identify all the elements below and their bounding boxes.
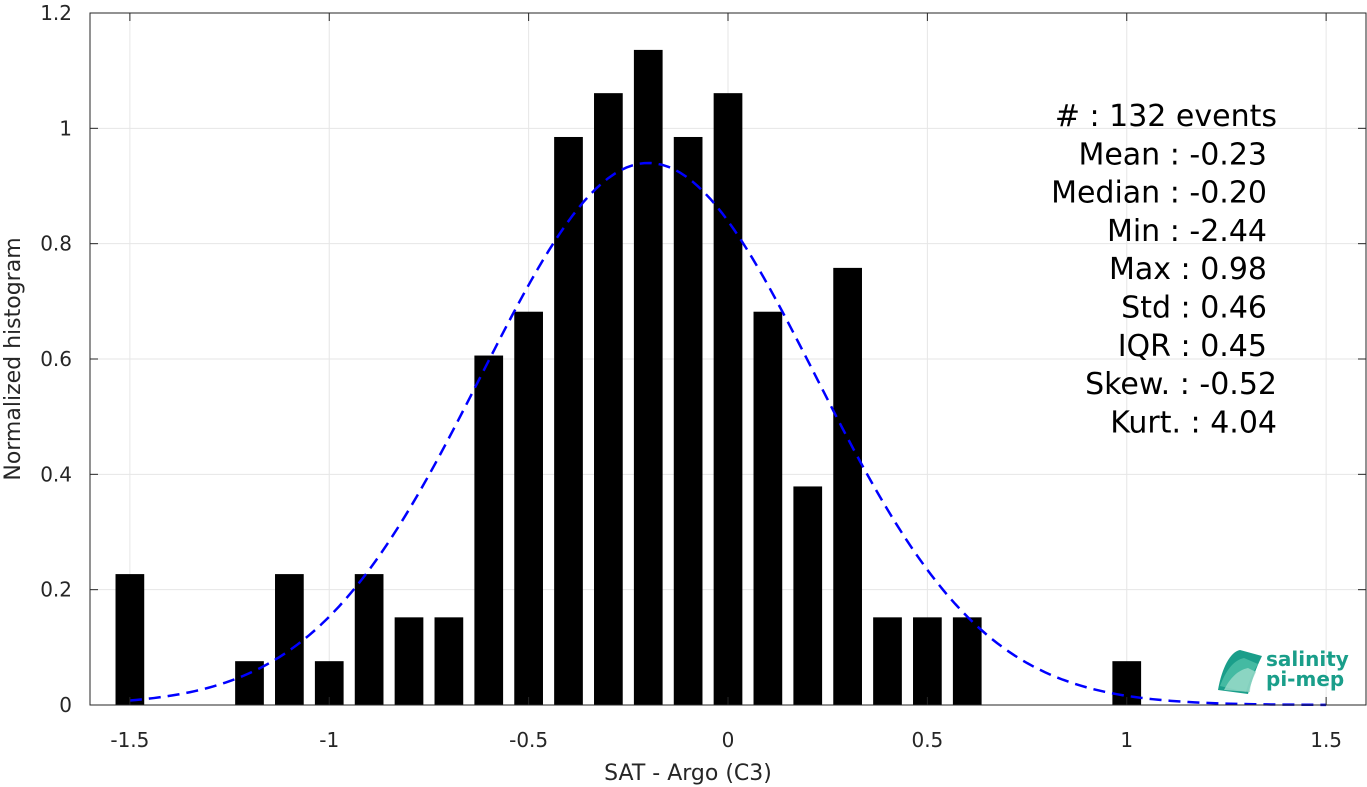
histogram-bar (554, 136, 583, 705)
stat-line: Kurt. : 4.04 (1110, 405, 1277, 440)
histogram-bar (753, 311, 783, 705)
x-axis-ticks: -1.5 -1 -0.5 0 0.5 1 1.5 (110, 13, 1342, 752)
y-tick-label: 0.8 (40, 232, 72, 256)
y-tick-label: 0.4 (40, 462, 72, 486)
y-tick-label: 0.6 (40, 347, 72, 371)
histogram-bar (394, 617, 424, 705)
stat-line: Skew. : -0.52 (1085, 367, 1277, 402)
stat-line: Max : 0.98 (1109, 252, 1267, 287)
y-tick-label: 1 (59, 116, 72, 140)
stat-line: Min : -2.44 (1107, 214, 1267, 249)
x-tick-label: 1 (1120, 728, 1133, 752)
histogram-bar (952, 617, 982, 705)
x-tick-label: 1.5 (1310, 728, 1342, 752)
x-axis-title: SAT - Argo (C3) (604, 761, 772, 786)
salinity-pimep-logo: salinity pi-mep (1218, 647, 1349, 694)
x-tick-label: 0.5 (911, 728, 943, 752)
histogram-bar (633, 49, 663, 705)
histogram-bar (594, 93, 623, 705)
histogram-bar (474, 355, 504, 705)
histogram-bar (514, 311, 543, 705)
stat-line: Mean : -0.23 (1078, 137, 1267, 172)
histogram-bar (873, 617, 902, 705)
stat-line: Median : -0.20 (1051, 176, 1267, 211)
histogram-bar (673, 136, 703, 705)
stat-line: IQR : 0.45 (1118, 329, 1267, 364)
histogram-bar (833, 267, 862, 705)
y-tick-label: 1.2 (40, 1, 72, 25)
y-axis-ticks: 0 0.2 0.4 0.6 0.8 1 1.2 (40, 1, 1366, 717)
x-tick-label: -1.5 (110, 728, 149, 752)
histogram-bar (115, 574, 145, 705)
stat-line: Std : 0.46 (1121, 291, 1267, 326)
x-tick-label: -1 (319, 728, 339, 752)
y-axis-title: Normalized histogram (1, 237, 26, 480)
stat-line: # : 132 events (1055, 99, 1277, 134)
histogram-bar (354, 574, 384, 705)
histogram-bar (713, 93, 743, 705)
x-tick-label: 0 (722, 728, 735, 752)
y-tick-label: 0.2 (40, 578, 72, 602)
histogram-bars (115, 49, 1142, 705)
logo-text-salinity: salinity (1266, 647, 1349, 671)
logo-text-pimep: pi-mep (1266, 667, 1344, 691)
histogram-bar (913, 617, 942, 705)
wave-logo-icon (1218, 650, 1262, 694)
y-tick-label: 0 (59, 693, 72, 717)
histogram-bar (793, 486, 823, 705)
x-tick-label: -0.5 (509, 728, 548, 752)
histogram-bar (275, 574, 304, 705)
histogram-bar (434, 617, 464, 705)
